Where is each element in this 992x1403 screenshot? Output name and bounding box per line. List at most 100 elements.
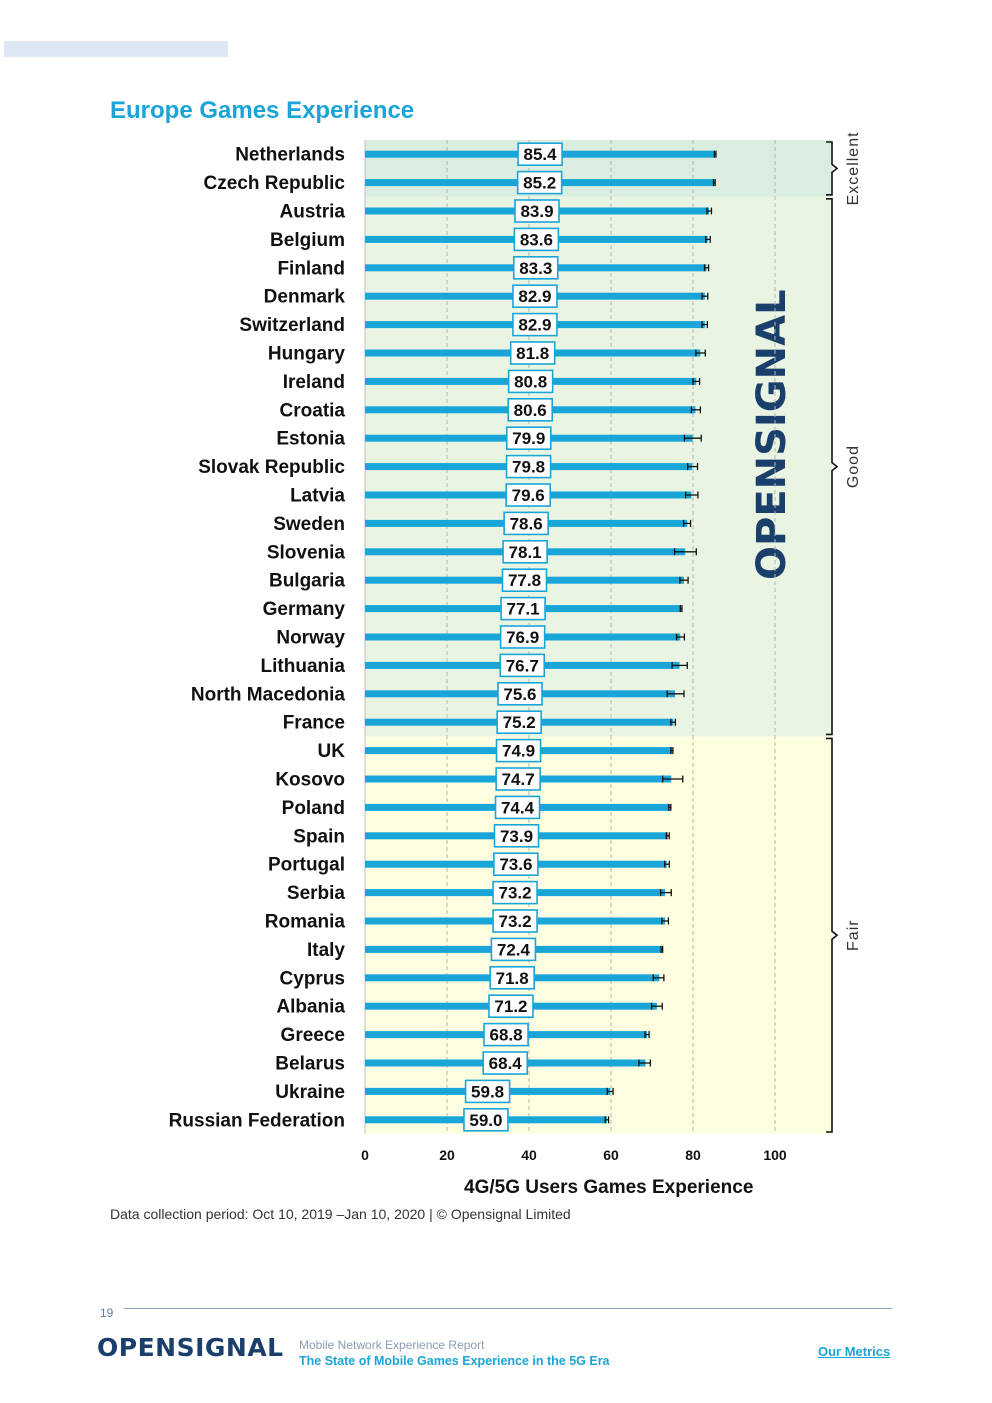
data-label: 83.9	[520, 202, 553, 221]
data-label-box	[501, 568, 548, 593]
category-label: Cyprus	[280, 968, 345, 989]
page-title: Europe Games Experience	[110, 97, 415, 124]
data-label: 68.8	[489, 1026, 522, 1045]
data-label-box	[463, 1108, 509, 1132]
category-label: Latvia	[290, 486, 345, 507]
data-label: 78.6	[510, 514, 543, 533]
data-label: 83.3	[519, 259, 552, 278]
category-label: Czech Republic	[204, 173, 346, 194]
category-label: Poland	[282, 798, 345, 819]
category-label: Russian Federation	[169, 1110, 345, 1131]
data-label: 77.1	[507, 600, 540, 619]
data-label: 71.8	[496, 969, 529, 988]
x-tick-label: 60	[603, 1147, 619, 1163]
data-label-box	[512, 312, 558, 337]
data-label-box	[495, 767, 541, 791]
data-label: 85.2	[523, 174, 556, 193]
data-label: 79.6	[512, 486, 545, 505]
category-label: Lithuania	[261, 656, 346, 677]
data-label-box	[503, 511, 549, 536]
x-axis-label: 4G/5G Users Games Experience	[464, 1177, 753, 1198]
category-label: North Macedonia	[191, 684, 346, 705]
data-label: 75.6	[503, 685, 536, 704]
category-label: Estonia	[276, 429, 345, 450]
category-label: Netherlands	[235, 145, 345, 166]
data-label-box	[495, 738, 542, 763]
category-label: Slovak Republic	[198, 457, 345, 478]
watermark-logo: OPENSIGNAL	[749, 289, 795, 580]
data-label-box	[512, 255, 559, 280]
category-label: Norway	[276, 628, 345, 649]
data-label-box	[482, 1051, 529, 1075]
data-label-box	[505, 426, 552, 451]
band-excellent	[365, 140, 833, 197]
category-label: Serbia	[287, 883, 346, 904]
category-label: Switzerland	[239, 315, 345, 336]
category-label: Sweden	[273, 514, 345, 535]
category-label: Germany	[263, 599, 346, 620]
data-label-box	[516, 170, 563, 195]
bracket-excellent	[826, 141, 839, 196]
data-label-box	[483, 1022, 529, 1047]
footer-logo-text: OPENSIGNAL	[97, 1333, 284, 1362]
x-tick-label: 40	[521, 1147, 537, 1163]
data-label-box	[496, 710, 542, 735]
category-label: France	[283, 713, 345, 734]
data-label-box	[493, 852, 539, 877]
data-collection-caption: Data collection period: Oct 10, 2019 –Ja…	[110, 1206, 571, 1222]
footer-report-subtitle: The State of Mobile Games Experience in …	[299, 1354, 610, 1368]
data-label: 73.2	[499, 912, 532, 931]
data-label: 77.8	[508, 571, 541, 590]
data-label: 73.2	[499, 884, 532, 903]
category-label: Belgium	[270, 230, 345, 251]
data-label-box	[499, 653, 546, 678]
x-tick-label: 80	[685, 1147, 701, 1163]
data-label: 71.2	[494, 997, 527, 1016]
data-label: 79.9	[512, 429, 545, 448]
data-label-box	[492, 909, 538, 933]
data-label: 83.6	[520, 230, 553, 249]
category-label: Croatia	[280, 400, 346, 421]
data-label-box	[497, 681, 543, 706]
data-label-box	[502, 539, 548, 564]
category-label: Albania	[276, 997, 345, 1018]
footer-report-name: Mobile Network Experience Report	[299, 1338, 485, 1352]
x-tick-label: 0	[361, 1147, 369, 1163]
data-label: 79.8	[512, 458, 545, 477]
data-label-box	[494, 795, 541, 820]
data-label: 81.8	[516, 344, 549, 363]
category-label: Slovenia	[267, 542, 346, 563]
data-label: 68.4	[489, 1054, 523, 1073]
data-label-box	[499, 625, 546, 649]
category-label: Italy	[307, 940, 345, 961]
data-label-box	[489, 965, 535, 990]
data-label: 82.9	[518, 287, 551, 306]
data-label: 76.9	[506, 628, 539, 647]
data-label-box	[513, 227, 560, 252]
data-label: 73.9	[500, 827, 533, 846]
category-label: Austria	[280, 202, 346, 223]
data-label: 72.4	[497, 940, 531, 959]
category-label: Hungary	[268, 344, 346, 365]
band-label-good: Good	[845, 445, 862, 488]
data-label-box	[500, 596, 546, 621]
our-metrics-link[interactable]: Our Metrics	[818, 1344, 891, 1359]
data-label: 59.8	[471, 1082, 504, 1101]
data-label-box	[514, 199, 560, 223]
data-label: 82.9	[518, 316, 551, 335]
category-label: Ukraine	[275, 1082, 345, 1103]
data-label-box	[507, 397, 554, 422]
data-label-box	[507, 369, 554, 394]
data-label: 75.2	[503, 713, 536, 732]
footer-divider	[124, 1308, 892, 1309]
data-label: 76.7	[506, 656, 539, 675]
data-label-box	[464, 1079, 511, 1104]
category-label: Greece	[281, 1025, 345, 1046]
data-label: 78.1	[509, 543, 542, 562]
band-label-excellent: Excellent	[845, 131, 862, 205]
data-label: 74.9	[502, 742, 535, 761]
data-label-box	[505, 483, 551, 507]
category-label: Portugal	[268, 855, 345, 876]
category-label: Belarus	[275, 1054, 345, 1075]
data-label-box	[509, 341, 556, 365]
